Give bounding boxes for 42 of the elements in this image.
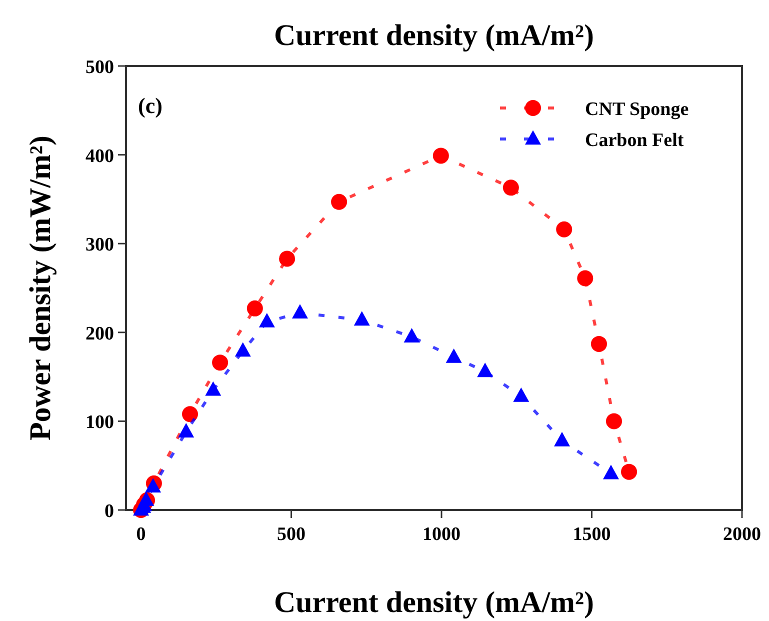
y-tick-label: 100 xyxy=(86,412,114,434)
annotation: (c) xyxy=(138,93,162,118)
point xyxy=(178,423,194,438)
point xyxy=(292,304,308,318)
y-tick-label: 0 xyxy=(104,501,114,522)
y-axis-title: Power density (mW/m²) xyxy=(24,135,57,441)
point xyxy=(354,311,370,326)
point xyxy=(182,406,198,422)
point xyxy=(258,312,275,328)
y-tick-label: 500 xyxy=(86,57,114,78)
point xyxy=(556,221,572,238)
x-tick-label: 2000 xyxy=(723,524,761,545)
point xyxy=(404,328,420,342)
x-axis-title: Current density (mA/m²) xyxy=(274,586,594,619)
x-tick-label: 1000 xyxy=(422,524,461,545)
point xyxy=(432,148,449,164)
point xyxy=(513,388,530,402)
point xyxy=(590,336,607,352)
point xyxy=(606,413,622,430)
point xyxy=(602,464,619,480)
x-tick-label: 500 xyxy=(277,524,306,545)
point xyxy=(246,300,263,316)
point xyxy=(279,250,296,267)
point xyxy=(621,464,638,480)
legend-label: Carbon Felt xyxy=(585,130,684,151)
point xyxy=(145,478,162,493)
point xyxy=(554,432,570,446)
point xyxy=(502,180,519,196)
x-tick-label: 1500 xyxy=(572,524,611,545)
y-tick-label: 300 xyxy=(86,234,114,256)
x-tick-label: 0 xyxy=(136,524,146,545)
point xyxy=(212,354,228,371)
point xyxy=(234,342,251,357)
point xyxy=(331,194,348,210)
point xyxy=(477,362,494,378)
y-tick-label: 400 xyxy=(86,146,114,167)
point xyxy=(205,381,222,396)
chart-title: Current density (mA/m²) xyxy=(274,19,594,52)
legend-label: CNT Sponge xyxy=(585,99,689,120)
point xyxy=(577,270,594,286)
y-tick-label: 200 xyxy=(86,323,114,344)
point xyxy=(446,348,462,363)
